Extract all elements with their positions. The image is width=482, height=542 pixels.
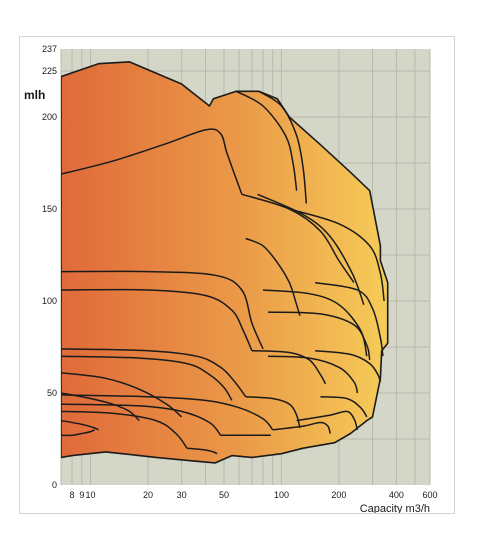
curve-layer <box>61 90 385 455</box>
y-tick-label: 0 <box>52 480 57 490</box>
pump-curve-4 <box>61 348 247 398</box>
pump-curve-27 <box>296 410 359 431</box>
x-tick-label: 50 <box>219 490 229 500</box>
x-tick-label: 9 <box>79 490 84 500</box>
pump-curve-3 <box>61 288 253 352</box>
pump-curve-30 <box>186 447 218 455</box>
x-tick-label: 20 <box>143 490 153 500</box>
y-tick-label: 150 <box>42 204 57 214</box>
pump-curve-8 <box>61 394 274 431</box>
pump-curve-23 <box>267 355 359 394</box>
performance-envelope <box>61 61 389 464</box>
x-tick-label: 30 <box>177 490 187 500</box>
x-tick-label: 8 <box>70 490 75 500</box>
x-axis-ticks: 8 9 10 20 30 50 100 200 400 600 <box>70 490 438 500</box>
x-axis-label: Capacity m3/h <box>360 503 430 513</box>
y-axis-label: mlh <box>24 88 45 102</box>
pump-curve-10 <box>61 410 188 449</box>
pump-curve-16 <box>257 193 365 305</box>
pump-curve-11 <box>61 419 99 431</box>
pump-curve-14 <box>258 90 308 204</box>
y-tick-label: 200 <box>42 112 57 122</box>
pump-curve-5 <box>61 355 233 401</box>
x-tick-label: 10 <box>86 490 96 500</box>
performance-chart: 0 50 100 150 200 225 237 8 9 10 20 30 50 100 200 400 60… <box>24 44 438 513</box>
pump-curve-7 <box>61 392 140 422</box>
pump-curve-26 <box>272 421 331 434</box>
pump-curve-25 <box>245 395 301 429</box>
pump-curve-12 <box>61 429 95 437</box>
y-axis-ticks: 0 50 100 150 200 225 237 <box>42 44 57 490</box>
plot-area <box>61 61 389 464</box>
y-tick-label: 100 <box>42 296 57 306</box>
pump-curve-18 <box>245 237 301 317</box>
pump-curve-9 <box>61 403 222 436</box>
pump-curve-15 <box>241 193 355 284</box>
y-tick-label: 225 <box>42 66 57 76</box>
pump-curve-22 <box>251 349 327 385</box>
pump-curve-1 <box>61 128 243 195</box>
pump-curve-21 <box>314 281 384 357</box>
pump-curve-13 <box>235 90 298 191</box>
y-tick-label: 50 <box>47 388 57 398</box>
pump-curve-28 <box>320 395 368 418</box>
x-tick-label: 100 <box>274 490 289 500</box>
x-tick-label: 600 <box>422 490 437 500</box>
pump-curve-6 <box>61 372 183 418</box>
x-tick-label: 400 <box>389 490 404 500</box>
pump-curve-24 <box>315 349 382 383</box>
chart-frame: 0 50 100 150 200 225 237 8 9 10 20 30 50 100 200 400 60… <box>19 36 455 514</box>
pump-curve-2 <box>61 270 264 350</box>
pump-curve-17 <box>289 208 385 302</box>
pump-curve-20 <box>267 311 371 361</box>
x-tick-label: 200 <box>331 490 346 500</box>
y-tick-label: 237 <box>42 44 57 54</box>
